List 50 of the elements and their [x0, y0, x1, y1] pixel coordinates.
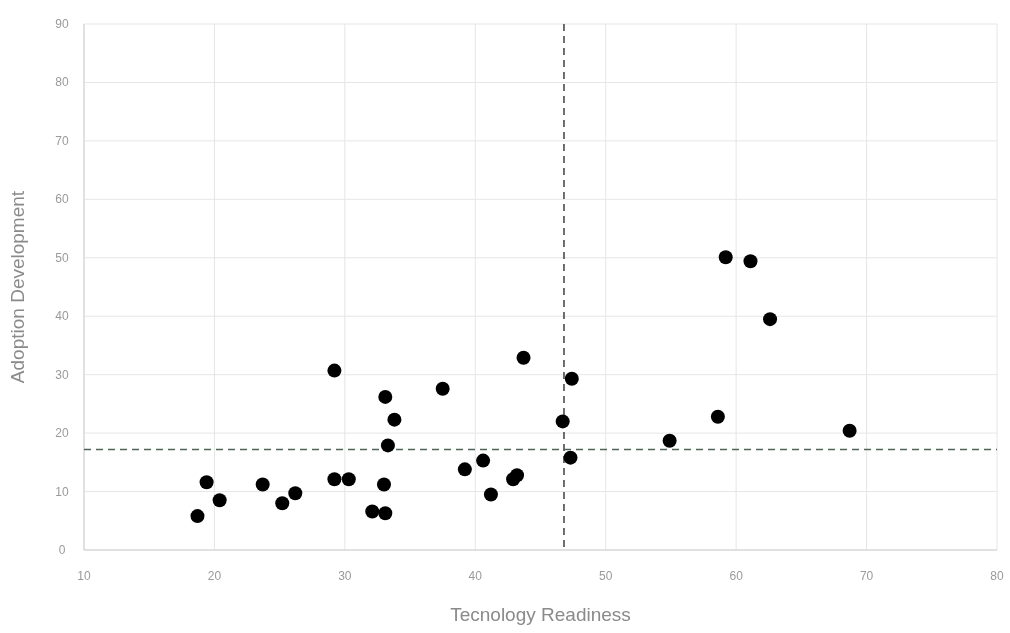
- point: [275, 496, 290, 511]
- point: [555, 414, 570, 429]
- point: [255, 477, 270, 492]
- y-tick-label: 30: [55, 367, 69, 382]
- point: [662, 433, 677, 448]
- point: [718, 250, 733, 265]
- y-tick-label: 80: [55, 75, 69, 90]
- y-tick-label: 40: [55, 309, 69, 324]
- point: [510, 468, 525, 483]
- y-tick-label: 20: [55, 426, 69, 441]
- y-tick-label: 90: [55, 17, 69, 31]
- point: [710, 409, 725, 424]
- point: [327, 363, 342, 378]
- y-tick-label: 10: [55, 484, 69, 499]
- point: [387, 412, 402, 427]
- x-axis-title: Tecnology Readiness: [450, 604, 631, 625]
- point: [365, 504, 380, 519]
- point: [476, 453, 491, 468]
- x-tick-label: 70: [859, 569, 874, 583]
- point: [435, 381, 450, 396]
- point: [327, 472, 342, 487]
- point: [378, 506, 393, 521]
- point: [563, 450, 578, 465]
- x-tick-label: 30: [338, 569, 352, 583]
- y-tick-label: 60: [55, 192, 69, 207]
- point: [288, 486, 303, 501]
- point: [378, 389, 393, 404]
- x-tick-label: 80: [990, 569, 1004, 583]
- x-tick-label: 20: [207, 569, 222, 583]
- point: [190, 509, 205, 524]
- y-tick-label: 70: [55, 133, 69, 148]
- x-tick-label: 40: [468, 569, 483, 583]
- point: [212, 493, 227, 508]
- point: [516, 350, 531, 365]
- y-tick-label: 0: [58, 543, 66, 557]
- point: [483, 487, 498, 502]
- point: [199, 475, 214, 490]
- point: [457, 462, 472, 477]
- point: [842, 423, 857, 438]
- x-tick-label: 50: [599, 569, 613, 583]
- point: [341, 472, 356, 487]
- x-tick-label: 10: [77, 569, 91, 583]
- point: [763, 312, 778, 327]
- y-axis-title: Adoption Development: [7, 190, 28, 384]
- point: [380, 438, 395, 453]
- point: [564, 371, 579, 386]
- point: [376, 477, 391, 492]
- y-tick-label: 50: [55, 250, 69, 265]
- x-tick-label: 60: [729, 569, 744, 583]
- point: [743, 254, 758, 269]
